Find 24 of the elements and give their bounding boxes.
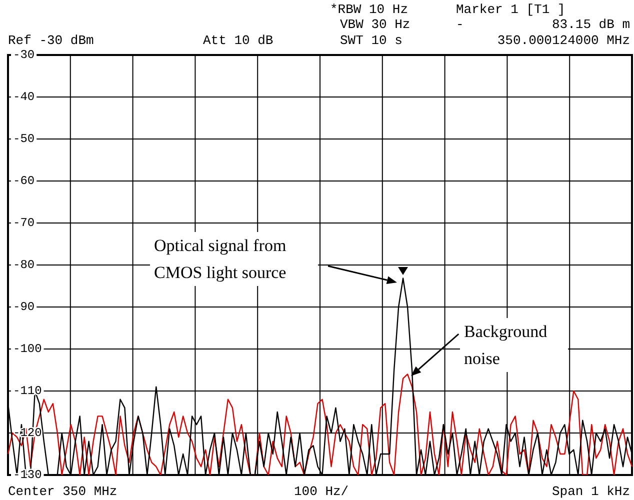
text: Span 1 kHz	[552, 484, 630, 499]
y-tick-label: -80	[13, 258, 35, 272]
annotation: Optical signal from CMOS light source	[150, 232, 318, 286]
y-tick-label: -40	[13, 90, 35, 104]
y-tick-label: -130	[13, 468, 42, 482]
text: 350.000124000 MHz	[497, 33, 630, 48]
text: Att 10 dB	[203, 33, 274, 48]
y-tick-label: -60	[13, 174, 35, 188]
y-tick-label: -100	[13, 342, 42, 356]
text: SWT 10 s	[340, 33, 402, 48]
y-tick-label: -70	[13, 216, 35, 230]
text: VBW 30 Hz	[340, 17, 410, 32]
y-tick-label: -30	[13, 48, 35, 62]
text: Ref -30 dBm	[8, 33, 94, 48]
text: Marker 1 [T1 ]	[456, 2, 566, 17]
text: -	[456, 17, 464, 32]
text: 83.15 dB m	[552, 17, 630, 32]
y-tick-label: -110	[13, 384, 42, 398]
y-tick-label: -50	[13, 132, 35, 146]
text: 100 Hz/	[294, 484, 349, 499]
text: Center 350 MHz	[8, 484, 118, 499]
text: *RBW 10 Hz	[330, 2, 408, 17]
annotation: Background noise	[460, 318, 568, 372]
y-tick-label: -90	[13, 300, 35, 314]
